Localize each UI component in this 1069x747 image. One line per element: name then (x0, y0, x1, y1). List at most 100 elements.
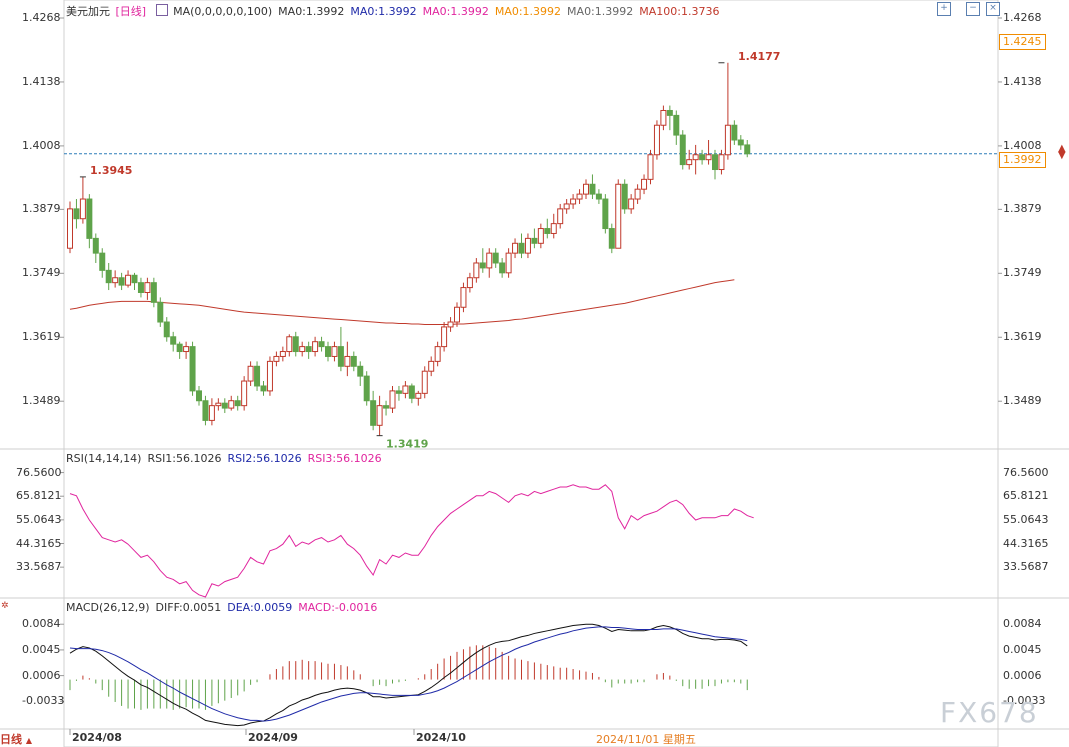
candle-body (550, 223, 557, 234)
candle-body (608, 228, 615, 249)
candle-body (376, 405, 383, 426)
price-tick-left: 1.3879 (22, 202, 61, 216)
candle-body (512, 242, 519, 254)
scroll-arrow-icon[interactable]: ▲ ▼ (1058, 143, 1066, 161)
candle-body (163, 321, 170, 338)
diff-line (69, 623, 748, 727)
macd-tick-right: 0.0006 (1003, 668, 1042, 682)
close-icon[interactable]: × (986, 2, 1000, 16)
candle-body (357, 365, 364, 377)
candle-body (454, 306, 460, 323)
candle-body (737, 139, 744, 146)
plot-frame (63, 0, 999, 747)
candle-body (705, 154, 712, 161)
macd-tick-right: 0.0045 (1003, 642, 1042, 656)
candle-body (273, 355, 280, 362)
price-tick-right: 1.3749 (1003, 266, 1042, 280)
candle-body (157, 301, 164, 323)
price-tick-right: 1.4138 (1003, 74, 1042, 88)
candle-body (660, 109, 667, 126)
candle-body (325, 346, 331, 357)
candle-body (67, 208, 73, 249)
rsi-legend-item: RSI3:56.1026 (307, 452, 382, 465)
macd-tick-left: 0.0084 (22, 617, 61, 631)
candle-body (615, 183, 622, 249)
candle-body (518, 242, 525, 254)
price-tick-left: 1.3749 (22, 266, 61, 280)
candle-body (150, 282, 157, 303)
candle-body (215, 402, 222, 407)
candle-body (370, 400, 377, 426)
candle-body (679, 134, 686, 166)
price-tick-left: 1.4008 (22, 138, 61, 152)
macd-tick-left: 0.0006 (22, 668, 61, 682)
rsi-tick-left: 65.8121 (16, 489, 62, 503)
rsi-tick-left: 33.5687 (16, 560, 62, 574)
candle-body (744, 144, 751, 155)
main-legend: 美元加元 [日线] MA(0,0,0,0,0,100) MA0:1.3992 MA0… (66, 3, 731, 19)
candle-body (389, 390, 396, 409)
candle-body (208, 405, 215, 421)
zoom-in-icon[interactable]: + (937, 2, 951, 16)
rsi-tick-right: 33.5687 (1003, 560, 1049, 574)
candle-body (402, 385, 409, 394)
candle-body (383, 405, 390, 409)
candle-body (299, 346, 306, 353)
main-legend-item: MA0:1.3992 (422, 5, 489, 18)
candle-body (466, 277, 473, 289)
settings-icon[interactable]: ✲ (1, 601, 9, 611)
candle-body (176, 343, 183, 353)
candle-body (408, 385, 415, 399)
candle-body (563, 203, 570, 210)
rsi-tick-left: 44.3165 (16, 536, 62, 550)
candle-body (228, 400, 235, 409)
candle-body (286, 336, 293, 353)
macd-legend-item: DEA:0.0059 (227, 601, 293, 614)
macd-legend-item: MACD:-0.0016 (298, 601, 378, 614)
price-tick-right: 1.4008 (1003, 138, 1042, 152)
candle-body (279, 351, 286, 357)
macd-tick-right: 0.0084 (1003, 617, 1042, 631)
candle-body (576, 193, 583, 200)
candle-body (312, 341, 319, 353)
dea-line (69, 626, 748, 722)
macd-legend-item: DIFF:0.0051 (155, 601, 222, 614)
candle-body (247, 365, 254, 382)
macd-legend: MACD(26,12,9) DIFF:0.0051 DEA:0.0059 MACD:-… (66, 601, 389, 614)
price-tick-left: 1.4138 (22, 74, 61, 88)
candle-body (105, 269, 112, 284)
main-legend-item: MA0:1.3992 (350, 5, 417, 18)
main-legend-item: MA(0,0,0,0,0,100) (173, 5, 273, 18)
rsi-legend: RSI(14,14,14) RSI1:56.1026 RSI2:56.1026 RSI… (66, 452, 394, 465)
candle-body (666, 109, 673, 116)
candle-body (647, 154, 654, 180)
candle-body (331, 346, 338, 357)
current-price-tag: 1.3992 (999, 152, 1046, 168)
rsi-legend-item: RSI2:56.1026 (227, 452, 302, 465)
rsi-line (69, 484, 754, 598)
indicator-settings-icon[interactable] (155, 4, 168, 16)
rsi-tick-right: 76.5600 (1003, 465, 1049, 479)
rsi-tick-right: 55.0643 (1003, 512, 1049, 526)
period-footer[interactable]: 日线 ▲ (0, 733, 32, 746)
x-axis-label: 2024/10 (416, 731, 466, 744)
candle-body (724, 124, 731, 156)
candle-body (92, 237, 99, 254)
candle-body (718, 154, 725, 171)
candle-body (363, 375, 370, 402)
rsi-legend-item: RSI(14,14,14) (66, 452, 142, 465)
candle-body (118, 277, 125, 286)
candle-body (641, 178, 648, 190)
price-tick-right: 1.3489 (1003, 394, 1042, 408)
candle-body (499, 262, 506, 274)
rsi-legend-item: RSI1:56.1026 (147, 452, 222, 465)
candle-body (428, 360, 435, 372)
period-label[interactable]: [日线] (115, 5, 147, 18)
high-annotation: 1.4177 (738, 50, 780, 63)
x-axis-label: 2024/09 (248, 731, 298, 744)
candle-body (202, 400, 209, 421)
macd-legend-item: MACD(26,12,9) (66, 601, 150, 614)
zoom-out-icon[interactable]: − (966, 2, 980, 16)
main-legend-item: MA0:1.3992 (567, 5, 634, 18)
